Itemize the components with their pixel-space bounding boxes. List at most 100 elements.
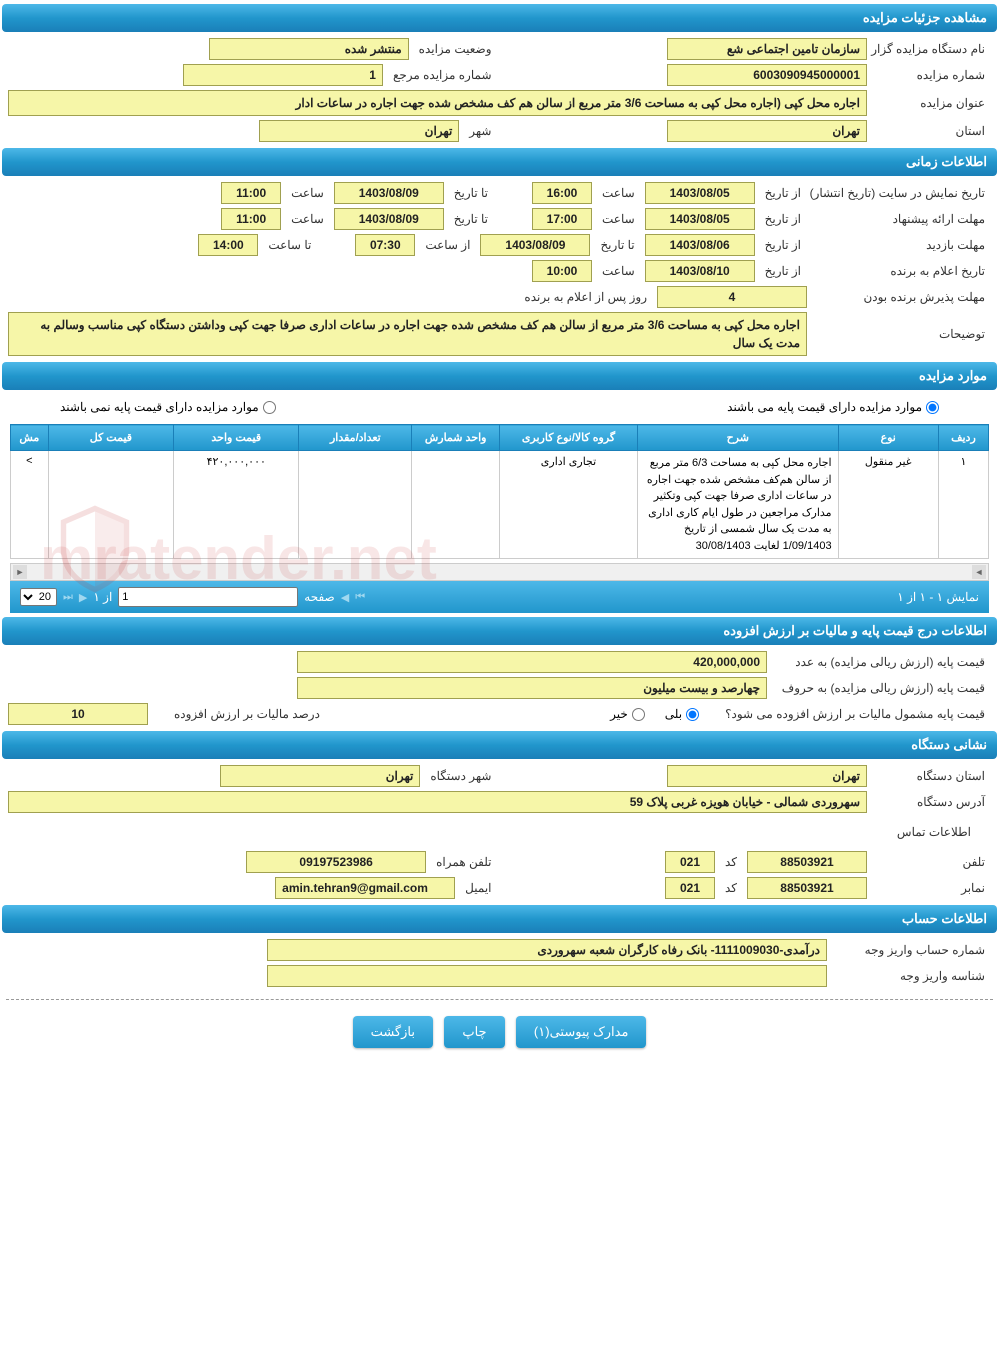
pager-display: نمایش ۱ - ۱ از ۱ [897,590,979,604]
row-dep-id: شناسه واریز وجه [0,963,999,989]
radio-vat-yes-input[interactable] [686,708,699,721]
td-qty [299,451,412,559]
row-vat: قیمت پایه مشمول مالیات بر ارزش افزوده می… [0,701,999,727]
label-time-1: ساعت [596,184,641,202]
label-from-date-4: از تاریخ [759,262,807,280]
value-province: تهران [667,120,867,142]
value-ref-no: 1 [183,64,383,86]
value-org-city: تهران [220,765,420,787]
td-row: ١ [938,451,988,559]
pager-last-icon[interactable]: ⏭ [63,591,73,604]
label-mobile: تلفن همراه [430,853,497,871]
label-visit: مهلت بازدید [811,236,991,254]
th-type: نوع [838,425,938,451]
print-button[interactable]: چاپ [444,1016,504,1048]
label-city: شهر [463,122,497,140]
label-email: ایمیل [459,879,497,897]
td-more[interactable]: > [11,451,49,559]
value-offer-from-date: 1403/08/05 [645,208,755,230]
scroll-left-icon[interactable]: ◄ [972,565,986,579]
th-row: ردیف [938,425,988,451]
row-acc-no: شماره حساب واریز وجه درآمدی-1111009030- … [0,937,999,963]
row-province-city: استان تهران شهر تهران [0,118,999,144]
value-winner-time: 10:00 [532,260,592,282]
items-table: ردیف نوع شرح گروه کالا/نوع کاربری واحد ش… [10,424,989,559]
label-org: نام دستگاه مزایده گزار [871,40,991,58]
label-tel-code: کد [719,853,743,871]
pager-per-page-select[interactable]: 20 [20,588,57,606]
table-header-row: ردیف نوع شرح گروه کالا/نوع کاربری واحد ش… [11,425,989,451]
section-header-time: اطلاعات زمانی [2,148,997,176]
row-fax: نمابر 88503921 کد 021 ایمیل amin.tehran9… [0,875,999,901]
label-vat-q: قیمت پایه مشمول مالیات بر ارزش افزوده می… [719,705,991,723]
value-offer-from-time: 17:00 [532,208,592,230]
radio-vat-yes-label: بلی [665,707,682,721]
td-group: تجاری اداری [500,451,638,559]
pager-next-icon[interactable]: ▶ [79,591,87,604]
value-org-address: سهروردی شمالی - خیابان هویزه غربی پلاک 5… [8,791,867,813]
label-accept: مهلت پذیرش برنده بودن [811,288,991,306]
value-base-num: 420,000,000 [297,651,767,673]
value-tel: 88503921 [747,851,867,873]
row-desc: توضیحات اجاره محل کپی به مساحت 3/6 متر م… [0,310,999,358]
label-from-date-1: از تاریخ [759,184,807,202]
row-org-address: آدرس دستگاه سهروردی شمالی - خیابان هویزه… [0,789,999,815]
th-group: گروه کالا/نوع کاربری [500,425,638,451]
section-header-org: نشانی دستگاه [2,731,997,759]
label-publish: تاریخ نمایش در سایت (تاریخ انتشار) [811,184,991,202]
label-from-time-v: از ساعت [419,236,476,254]
label-org-city: شهر دستگاه [424,767,497,785]
button-bar: مدارک پیوستی(۱) چاپ بازگشت [0,1010,999,1054]
radio-has-base[interactable]: موارد مزایده دارای قیمت پایه می باشند [727,400,939,414]
section-header-account: اطلاعات حساب [2,905,997,933]
pager-prev-icon[interactable]: ◀ [341,591,349,604]
label-org-province: استان دستگاه [871,767,991,785]
radio-no-base-input[interactable] [263,401,276,414]
label-vat-pct: درصد مالیات بر ارزش افزوده [168,705,326,723]
td-unit-price: ۴۲۰,۰۰۰,۰۰۰ [174,451,299,559]
section-header-items: موارد مزایده [2,362,997,390]
value-pub-from-time: 16:00 [532,182,592,204]
pager-page-input[interactable] [118,587,298,607]
value-org: سازمان تامین اجتماعی شع [667,38,867,60]
label-fax: نمابر [871,879,991,897]
th-more: مش [11,425,49,451]
th-desc: شرح [637,425,838,451]
value-visit-from-time: 07:30 [355,234,415,256]
radio-vat-no-input[interactable] [632,708,645,721]
th-unit: واحد شمارش [412,425,500,451]
value-email: amin.tehran9@gmail.com [275,877,455,899]
radio-vat-no[interactable]: خیر [610,707,645,721]
row-auction-no: شماره مزایده 6003090945000001 شماره مزای… [0,62,999,88]
label-dep-id: شناسه واریز وجه [831,967,991,985]
label-to-date-2: تا تاریخ [448,210,494,228]
label-acc-no: شماره حساب واریز وجه [831,941,991,959]
td-total [48,451,173,559]
value-fax: 88503921 [747,877,867,899]
label-time-5: ساعت [596,262,641,280]
section-header-details: مشاهده جزئیات مزایده [2,4,997,32]
radio-vat-yes[interactable]: بلی [665,707,699,721]
td-desc: اجاره محل کپی به مساحت 6/3 متر مربع از س… [637,451,838,559]
label-base-text: قیمت پایه (ارزش ریالی مزایده) به حروف [771,679,991,697]
value-visit-from-date: 1403/08/06 [645,234,755,256]
radio-has-base-label: موارد مزایده دارای قیمت پایه می باشند [727,400,922,414]
value-fax-code: 021 [665,877,715,899]
value-winner-date: 1403/08/10 [645,260,755,282]
value-org-province: تهران [667,765,867,787]
radio-no-base[interactable]: موارد مزایده دارای قیمت پایه نمی باشند [60,400,276,414]
label-to-date-3: تا تاریخ [594,236,640,254]
value-auction-no: 6003090945000001 [667,64,867,86]
back-button[interactable]: بازگشت [353,1016,433,1048]
pager-first-icon[interactable]: ⏮ [355,591,365,604]
horizontal-scrollbar[interactable]: ◄ ► [10,563,989,581]
radio-has-base-input[interactable] [926,401,939,414]
row-visit: مهلت بازدید از تاریخ 1403/08/06 تا تاریخ… [0,232,999,258]
row-publish: تاریخ نمایش در سایت (تاریخ انتشار) از تا… [0,180,999,206]
attachments-button[interactable]: مدارک پیوستی(۱) [516,1016,647,1048]
scroll-right-icon[interactable]: ► [13,565,27,579]
radio-row-base-price: موارد مزایده دارای قیمت پایه می باشند مو… [0,394,999,420]
label-from-date-3: از تاریخ [759,236,807,254]
row-offer: مهلت ارائه پیشنهاد از تاریخ 1403/08/05 س… [0,206,999,232]
table-row[interactable]: ١ غیر منقول اجاره محل کپی به مساحت 6/3 م… [11,451,989,559]
